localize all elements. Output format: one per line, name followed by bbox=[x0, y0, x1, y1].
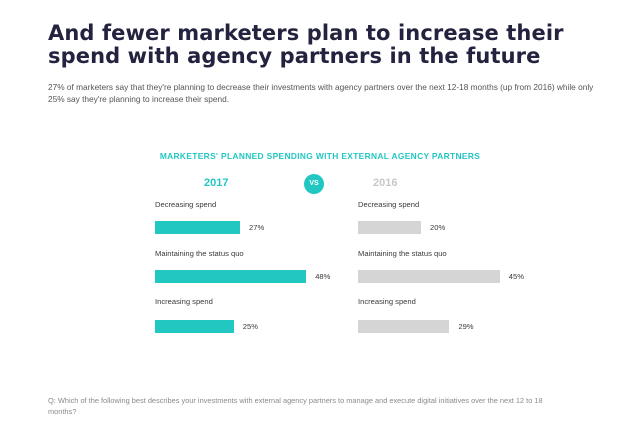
category-label-maintaining-the-status-quo-2016: Maintaining the status quo bbox=[358, 249, 447, 258]
category-label-increasing-spend-2017: Increasing spend bbox=[155, 297, 213, 306]
value-label-2016-increasing-spend: 29% bbox=[458, 322, 474, 331]
category-label-decreasing-spend-2016: Decreasing spend bbox=[358, 200, 420, 209]
value-label-2016-decreasing-spend: 20% bbox=[430, 223, 446, 232]
value-label-2017-maintaining-the-status-quo: 48% bbox=[315, 272, 331, 281]
survey-question: Q: Which of the following best describes… bbox=[48, 396, 543, 416]
bar-2016-increasing-spend bbox=[358, 320, 450, 333]
bar-2016-decreasing-spend bbox=[358, 221, 421, 234]
bar-2017-maintaining-the-status-quo bbox=[155, 270, 307, 283]
value-label-2017-increasing-spend: 25% bbox=[242, 322, 258, 331]
headline: And fewer marketers plan to increase the… bbox=[48, 21, 564, 68]
category-label-decreasing-spend-2017: Decreasing spend bbox=[155, 200, 217, 209]
subtitle: 27% of marketers say that they're planni… bbox=[48, 82, 594, 104]
bar-2016-maintaining-the-status-quo bbox=[358, 270, 500, 283]
value-label-2017-decreasing-spend: 27% bbox=[249, 223, 265, 232]
chart-title: MARKETERS' PLANNED SPENDING WITH EXTERNA… bbox=[159, 151, 481, 161]
value-label-2016-maintaining-the-status-quo: 45% bbox=[508, 272, 524, 281]
bar-2017-increasing-spend bbox=[155, 320, 234, 333]
series-label-2017: 2017 bbox=[204, 177, 229, 189]
bar-2017-decreasing-spend bbox=[155, 221, 241, 234]
category-label-maintaining-the-status-quo-2017: Maintaining the status quo bbox=[155, 249, 244, 258]
vs-badge: VS bbox=[304, 174, 324, 194]
category-label-increasing-spend-2016: Increasing spend bbox=[358, 297, 416, 306]
series-label-2016: 2016 bbox=[373, 177, 398, 189]
